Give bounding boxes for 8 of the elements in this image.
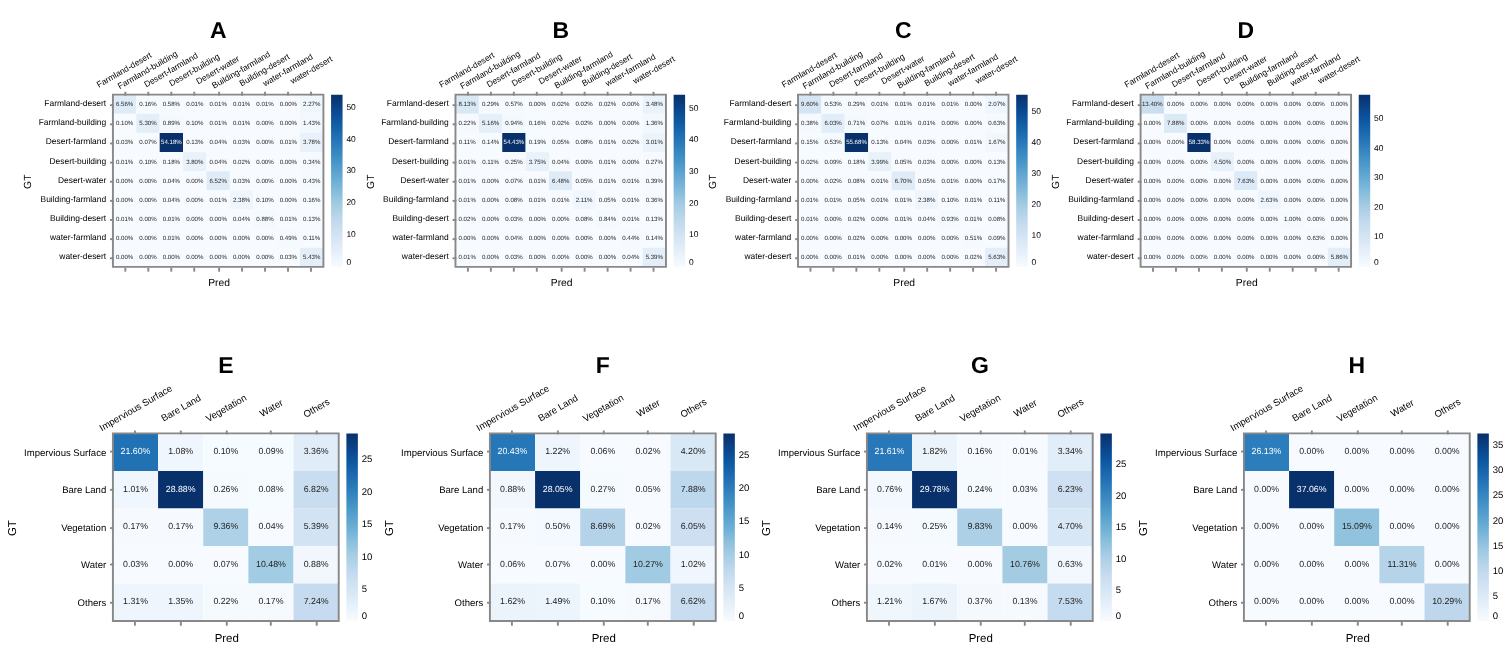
- chart-title: B: [552, 20, 570, 45]
- chart-title: E: [218, 355, 235, 380]
- chart-title: H: [1348, 355, 1366, 380]
- chart-title: D: [1237, 20, 1255, 45]
- chart-title: G: [970, 355, 989, 380]
- chart-title: F: [595, 355, 610, 380]
- chart-title: C: [894, 20, 912, 45]
- chart-title: A: [209, 20, 227, 45]
